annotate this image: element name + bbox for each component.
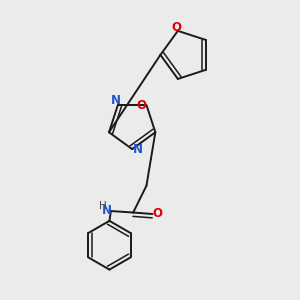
Text: O: O	[153, 207, 163, 220]
Text: O: O	[171, 21, 182, 34]
Text: N: N	[110, 94, 121, 107]
Text: N: N	[102, 204, 112, 217]
Text: N: N	[133, 142, 142, 156]
Text: H: H	[99, 201, 106, 211]
Text: O: O	[136, 98, 146, 112]
